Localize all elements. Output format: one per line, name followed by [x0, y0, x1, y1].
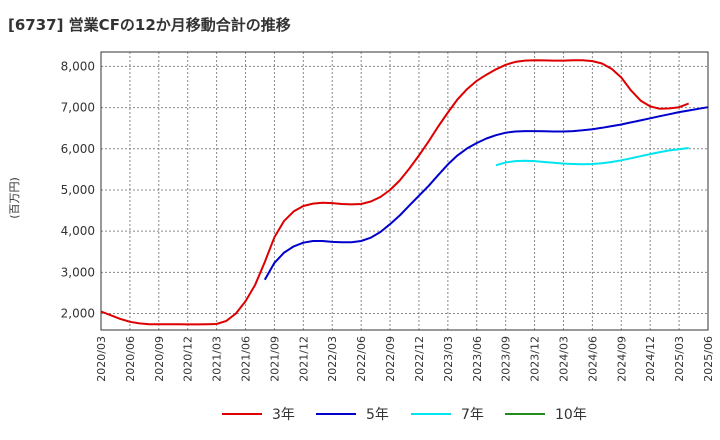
y-tick-label: 8,000	[61, 59, 95, 73]
x-tick-label: 2024/06	[586, 336, 599, 382]
legend-label: 7年	[461, 407, 484, 423]
x-tick-label: 2025/06	[702, 336, 715, 382]
legend-swatch	[222, 413, 262, 415]
x-tick-label: 2021/12	[297, 336, 310, 382]
legend-label: 5年	[366, 407, 389, 423]
y-tick-label: 2,000	[61, 307, 95, 321]
x-tick-label: 2021/09	[268, 336, 281, 382]
plot-area	[101, 52, 708, 330]
x-tick-label: 2024/12	[644, 336, 657, 382]
x-tick-labels: 2020/03 2020/06 2020/09 2020/12 2021/03 2021/…	[95, 336, 715, 382]
x-tick-label: 2023/09	[500, 336, 513, 382]
series-line-5年	[263, 106, 709, 281]
x-tick-label: 2023/03	[442, 336, 455, 382]
legend-swatch	[505, 413, 545, 415]
legend: 3年 5年 7年 10年	[0, 402, 720, 426]
x-tick-label: 2023/12	[529, 336, 542, 382]
legend-swatch	[411, 413, 451, 415]
legend-swatch	[316, 413, 356, 415]
x-tick-label: 2021/06	[240, 336, 253, 382]
x-tick-label: 2024/03	[557, 336, 570, 382]
chart-title: [6737] 営業CFの12か月移動合計の推移	[8, 16, 291, 34]
axes	[100, 51, 709, 331]
y-tick-label: 6,000	[61, 142, 95, 156]
y-axis-label: (百万円)	[8, 177, 21, 219]
x-tick-label: 2020/09	[153, 336, 166, 382]
legend-label: 3年	[272, 407, 295, 423]
series-lines	[100, 59, 709, 326]
x-tick-label: 2023/06	[471, 336, 484, 382]
x-tick-label: 2020/03	[95, 336, 108, 382]
legend-item: 10年	[505, 402, 587, 426]
x-tick-label: 2022/09	[384, 336, 397, 382]
y-tick-label: 3,000	[61, 265, 95, 279]
x-tick-label: 2022/12	[413, 336, 426, 382]
x-tick-label: 2022/06	[355, 336, 368, 382]
grid-lines	[100, 52, 709, 330]
plot-frame	[100, 51, 709, 331]
y-tick-labels: 2,000 3,000 4,000 5,000 6,000 7,000 8,000	[61, 59, 95, 320]
y-tick-label: 4,000	[61, 224, 95, 238]
x-tick-label: 2020/12	[182, 336, 195, 382]
legend-item: 5年	[316, 402, 389, 426]
x-tick-label: 2020/06	[124, 336, 137, 382]
series-line-3年	[100, 59, 690, 326]
legend-item: 7年	[411, 402, 484, 426]
x-tick-label: 2024/09	[615, 336, 628, 382]
x-tick-label: 2022/03	[326, 336, 339, 382]
x-tick-label: 2021/03	[211, 336, 224, 382]
y-tick-label: 7,000	[61, 101, 95, 115]
series-line-7年	[495, 147, 689, 167]
x-tick-label: 2025/03	[673, 336, 686, 382]
legend-label: 10年	[555, 407, 587, 423]
y-tick-label: 5,000	[61, 183, 95, 197]
legend-item: 3年	[222, 402, 295, 426]
